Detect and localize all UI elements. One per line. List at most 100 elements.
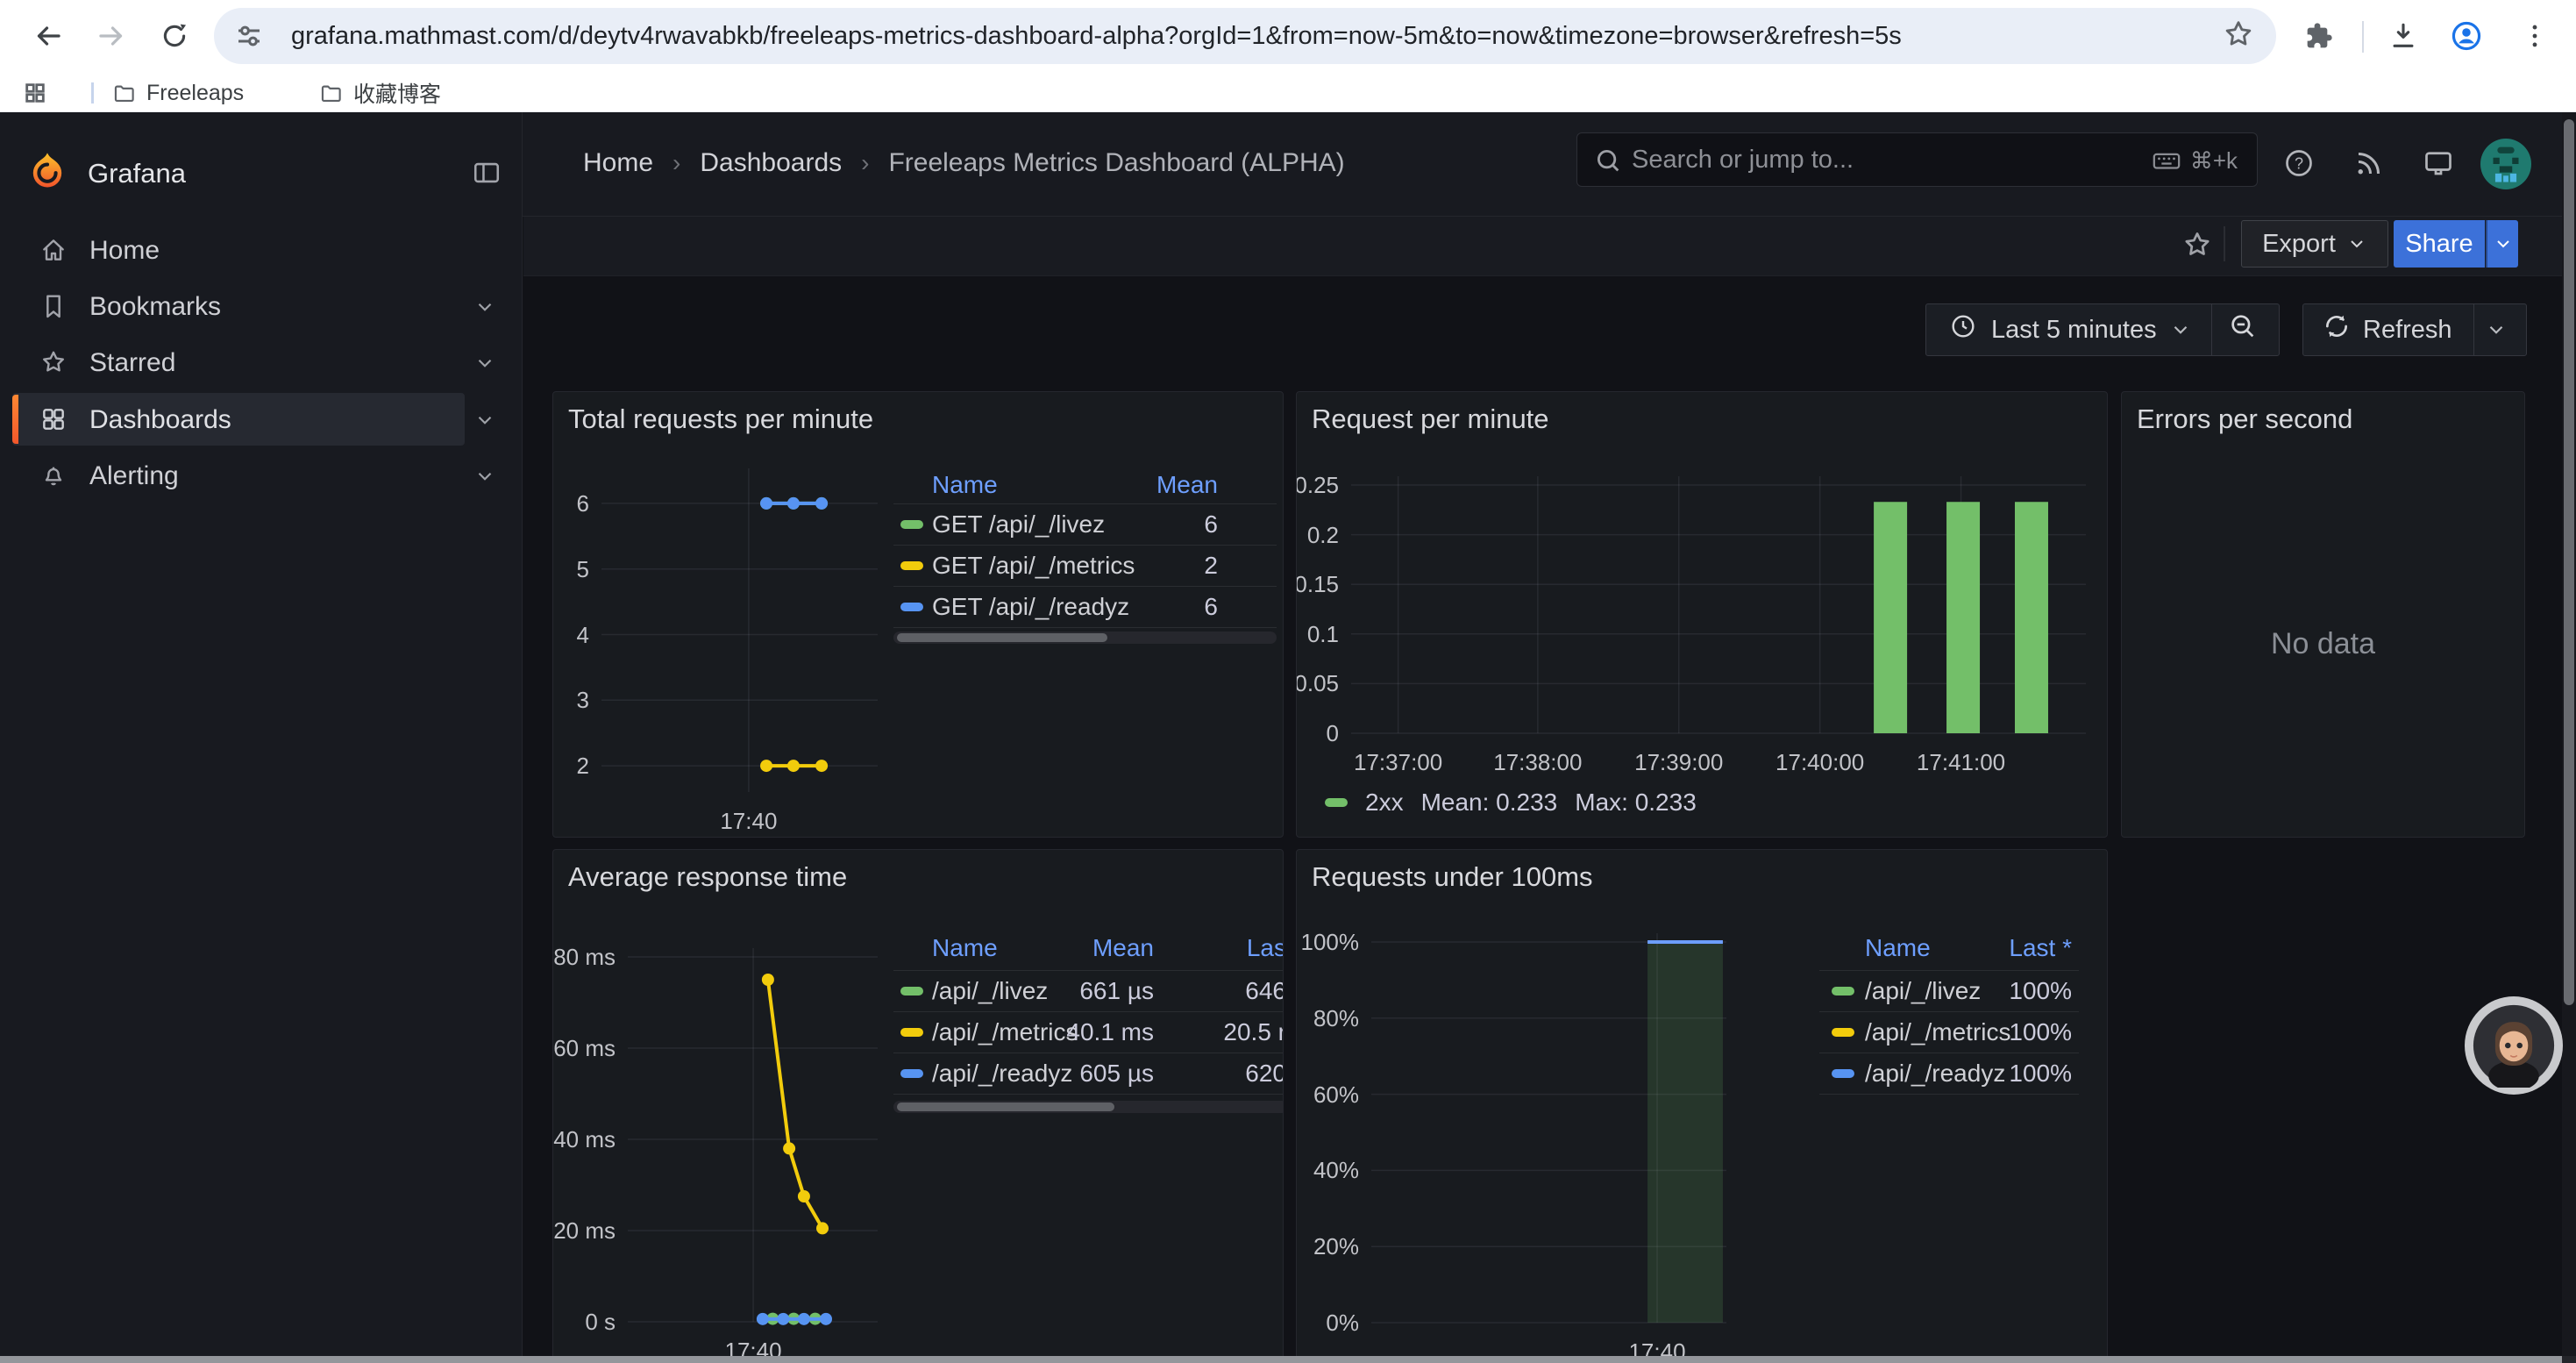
series-name[interactable]: GET /api/_/readyz bbox=[932, 593, 1129, 621]
help-icon[interactable]: ? bbox=[2283, 147, 2315, 183]
sidebar: Grafana Home Bookmarks Starred bbox=[0, 112, 523, 1363]
bookmark-folder-freeleaps[interactable]: Freeleaps bbox=[112, 75, 244, 111]
share-menu-button[interactable] bbox=[2486, 220, 2518, 268]
row-separator bbox=[1819, 970, 2079, 971]
legend-column-header[interactable]: Name bbox=[932, 471, 998, 499]
time-range-label[interactable]: Last 5 minutes bbox=[1991, 316, 2157, 345]
legend-column-header[interactable]: Las bbox=[1247, 934, 1284, 962]
series-value: 100% bbox=[2009, 1060, 2072, 1088]
extensions-icon[interactable] bbox=[2294, 11, 2345, 61]
legend-scrollbar[interactable] bbox=[893, 632, 1277, 644]
group-divider bbox=[2211, 304, 2212, 355]
sidebar-item-bookmarks[interactable]: Bookmarks bbox=[0, 280, 523, 332]
legend-series-2xx[interactable]: 2xx Mean: 0.233 Max: 0.233 bbox=[1325, 789, 1697, 817]
svg-text:?: ? bbox=[2295, 154, 2303, 172]
back-icon[interactable] bbox=[23, 11, 74, 61]
page-scrollbar-thumb[interactable] bbox=[2564, 119, 2574, 1005]
menu-kebab-icon[interactable] bbox=[2509, 11, 2560, 61]
sidebar-item-alerting[interactable]: Alerting bbox=[0, 449, 523, 502]
assistant-avatar[interactable] bbox=[2465, 996, 2563, 1095]
apps-grid-icon[interactable] bbox=[23, 81, 47, 110]
y-tick-label: 4 bbox=[552, 622, 589, 649]
grafana-logo[interactable] bbox=[26, 151, 68, 197]
url-bar[interactable]: grafana.mathmast.com/d/deytv4rwavabkb/fr… bbox=[214, 8, 2276, 64]
search-input[interactable]: Search or jump to... ⌘+k bbox=[1576, 132, 2258, 187]
zoom-out-icon[interactable] bbox=[2228, 311, 2258, 348]
sidebar-item-home[interactable]: Home bbox=[0, 224, 523, 276]
horizontal-scrollbar[interactable] bbox=[0, 1356, 2562, 1363]
series-name[interactable]: GET /api/_/livez bbox=[932, 510, 1105, 539]
legend-scrollbar[interactable] bbox=[893, 1101, 1284, 1113]
time-range-group: Last 5 minutes bbox=[1925, 303, 2280, 356]
folder-icon bbox=[319, 82, 343, 105]
x-tick-label: 17:40 bbox=[679, 808, 819, 835]
chevron-down-icon[interactable] bbox=[2485, 318, 2508, 341]
folder-icon bbox=[112, 82, 136, 105]
breadcrumb-home[interactable]: Home bbox=[583, 148, 653, 178]
breadcrumb-dashboards[interactable]: Dashboards bbox=[700, 148, 842, 178]
series-value: 100% bbox=[2009, 1018, 2072, 1046]
x-tick-label: 17:37:00 bbox=[1328, 749, 1469, 776]
sidebar-item-label: Dashboards bbox=[89, 405, 231, 435]
panel-total-requests-per-minute: Total requests per minute 6543217:40Name… bbox=[552, 391, 1284, 838]
user-avatar[interactable] bbox=[2480, 139, 2531, 189]
profile-icon[interactable] bbox=[2441, 11, 2492, 61]
series-name[interactable]: /api/_/metrics bbox=[1865, 1018, 2011, 1046]
y-tick-label: 40% bbox=[1296, 1157, 1359, 1184]
export-button[interactable]: Export bbox=[2241, 220, 2388, 268]
legend-column-header[interactable]: Name bbox=[1865, 934, 1931, 962]
favorite-star-icon[interactable] bbox=[2181, 229, 2213, 265]
chevron-down-icon[interactable] bbox=[473, 409, 496, 436]
news-rss-icon[interactable] bbox=[2353, 147, 2385, 183]
series-name[interactable]: /api/_/livez bbox=[1865, 977, 1981, 1005]
download-icon[interactable] bbox=[2378, 11, 2429, 61]
panel-title[interactable]: Average response time bbox=[568, 861, 847, 893]
y-tick-label: 6 bbox=[552, 490, 589, 517]
panel-title[interactable]: Request per minute bbox=[1312, 403, 1549, 435]
y-tick-label: 0% bbox=[1296, 1309, 1359, 1337]
browser-toolbar: grafana.mathmast.com/d/deytv4rwavabkb/fr… bbox=[0, 0, 2576, 74]
bookmark-folder-blogs[interactable]: 收藏博客 bbox=[319, 75, 441, 111]
chevron-down-icon[interactable] bbox=[473, 465, 496, 492]
legend-scrollbar-thumb[interactable] bbox=[897, 633, 1107, 642]
refresh-icon[interactable] bbox=[2323, 312, 2351, 347]
panel-title[interactable]: Total requests per minute bbox=[568, 403, 873, 435]
y-tick-label: 3 bbox=[552, 687, 589, 714]
reload-icon[interactable] bbox=[149, 11, 200, 61]
y-tick-label: 60% bbox=[1296, 1081, 1359, 1109]
url-text[interactable]: grafana.mathmast.com/d/deytv4rwavabkb/fr… bbox=[291, 22, 1902, 51]
site-settings-icon[interactable] bbox=[233, 20, 265, 56]
chevron-down-icon[interactable] bbox=[473, 352, 496, 379]
panel-title[interactable]: Errors per second bbox=[2137, 403, 2352, 435]
chevron-down-icon[interactable] bbox=[473, 296, 496, 323]
panel-title[interactable]: Requests under 100ms bbox=[1312, 861, 1593, 893]
sidebar-item-dashboards[interactable]: Dashboards bbox=[0, 393, 523, 446]
search-placeholder: Search or jump to... bbox=[1632, 146, 1854, 175]
legend-column-header[interactable]: Name bbox=[932, 934, 998, 962]
series-name[interactable]: /api/_/metrics bbox=[932, 1018, 1078, 1046]
legend-column-header[interactable]: Last * bbox=[2009, 934, 2072, 962]
bell-icon bbox=[39, 461, 68, 494]
refresh-label[interactable]: Refresh bbox=[2363, 316, 2452, 345]
legend-column-header[interactable]: Mean bbox=[1092, 934, 1154, 962]
series-name[interactable]: /api/_/livez bbox=[932, 977, 1048, 1005]
monitor-icon[interactable] bbox=[2423, 147, 2454, 183]
series-swatch bbox=[900, 520, 923, 529]
legend-scrollbar-thumb[interactable] bbox=[897, 1103, 1114, 1111]
forward-icon[interactable] bbox=[86, 11, 137, 61]
chevron-down-icon[interactable] bbox=[2169, 318, 2192, 341]
share-button[interactable]: Share bbox=[2394, 220, 2485, 268]
brand-name[interactable]: Grafana bbox=[88, 158, 186, 189]
page-scrollbar-track[interactable] bbox=[2562, 112, 2576, 1363]
legend-column-header[interactable]: Mean bbox=[1156, 471, 1218, 499]
collapse-sidebar-icon[interactable] bbox=[472, 158, 502, 192]
series-swatch bbox=[900, 1069, 923, 1078]
bookmark-star-icon[interactable] bbox=[2222, 18, 2255, 55]
chevron-down-icon bbox=[2493, 233, 2514, 254]
sidebar-item-starred[interactable]: Starred bbox=[0, 336, 523, 389]
series-name[interactable]: /api/_/readyz bbox=[1865, 1060, 2005, 1088]
panel-errors-per-second: Errors per second No data bbox=[2121, 391, 2525, 838]
sidebar-item-label: Alerting bbox=[89, 461, 179, 491]
series-name[interactable]: GET /api/_/metrics bbox=[932, 552, 1135, 580]
series-name[interactable]: /api/_/readyz bbox=[932, 1060, 1072, 1088]
